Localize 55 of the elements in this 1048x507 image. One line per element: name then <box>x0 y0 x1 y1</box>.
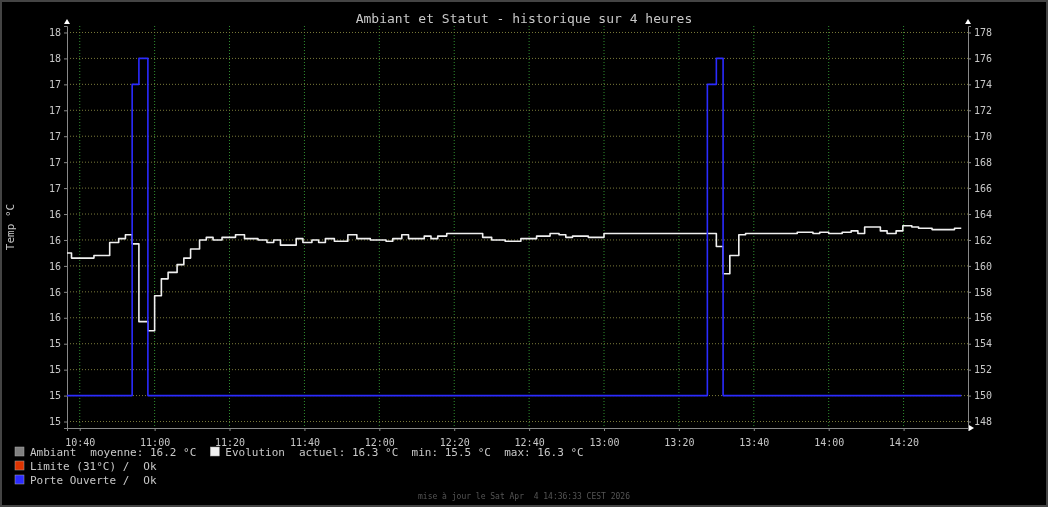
y2-tick-label: 164 <box>974 208 993 220</box>
text: Ok <box>143 474 157 487</box>
y-tick-label: 18 <box>48 53 61 65</box>
y-tick-label: 16 <box>48 234 61 246</box>
text: moyenne: 16.2 °C <box>90 446 197 459</box>
legend-label: Evolution <box>225 446 285 459</box>
y-tick-label: 16 <box>48 208 61 220</box>
chart-title: Ambiant et Statut - historique sur 4 heures <box>355 11 693 26</box>
y2-tick-label: 158 <box>974 286 993 298</box>
x-tick-label: 13:20 <box>664 437 695 448</box>
x-tick-label: 11:40 <box>289 437 320 448</box>
y-tick-label: 16 <box>48 260 61 272</box>
x-tick-label: 11:20 <box>214 437 246 448</box>
y2-tick-label: 168 <box>974 156 993 168</box>
y-tick-label: 16 <box>48 286 61 298</box>
y2-tick-label: 172 <box>974 104 993 116</box>
y2-tick-label: 160 <box>974 260 993 272</box>
x-tick-label: 10:40 <box>65 437 96 448</box>
x-tick-label: 13:00 <box>589 437 620 448</box>
y-tick-label: 17 <box>48 79 61 91</box>
y-tick-label: 15 <box>48 338 61 350</box>
y2-tick-label: 162 <box>974 234 993 246</box>
legend-label: Ambiant <box>30 446 77 459</box>
y2-tick-label: 154 <box>974 338 993 350</box>
y2-tick-label: 176 <box>974 53 993 65</box>
x-tick-label: 12:00 <box>364 437 395 448</box>
text: Ok <box>143 460 157 473</box>
text: mise à jour le Sat Apr 4 14:36:33 CEST 2026 <box>418 492 631 501</box>
y2-tick-label: 148 <box>974 416 993 428</box>
x-tick-label: 14:20 <box>889 437 920 448</box>
y-tick-label: 15 <box>48 416 61 428</box>
y-tick-label: 17 <box>48 182 61 194</box>
y2-tick-label: 150 <box>974 390 993 402</box>
y-tick-label: 17 <box>48 156 61 168</box>
y2-tick-label: 156 <box>974 312 993 324</box>
y-tick-label: 15 <box>48 390 61 402</box>
x-tick-label: 11:00 <box>140 437 171 448</box>
legend-label: Limite (31°C) / <box>30 460 130 473</box>
x-tick-label: 12:40 <box>514 437 545 448</box>
y2-tick-label: 166 <box>974 182 993 194</box>
x-tick-label: 12:20 <box>439 437 470 448</box>
y2-tick-label: 178 <box>974 27 993 39</box>
y-tick-label: 17 <box>48 130 61 142</box>
y-tick-label: 17 <box>48 104 61 116</box>
text: actuel: 16.3 °C min: 15.5 °C max: 16.3 °C <box>298 446 584 459</box>
y-tick-label: 16 <box>48 312 61 324</box>
x-tick-label: 14:00 <box>814 437 845 448</box>
y2-tick-label: 152 <box>974 364 993 376</box>
x-tick-label: 13:40 <box>739 437 770 448</box>
y2-tick-label: 170 <box>974 130 993 142</box>
y-tick-label: 15 <box>48 364 61 376</box>
legend-label: Porte Ouverte / <box>30 474 130 487</box>
y2-tick-label: 174 <box>974 79 993 91</box>
y-tick-label: 18 <box>48 27 61 39</box>
y-axis-title: Temp °C <box>4 203 17 251</box>
